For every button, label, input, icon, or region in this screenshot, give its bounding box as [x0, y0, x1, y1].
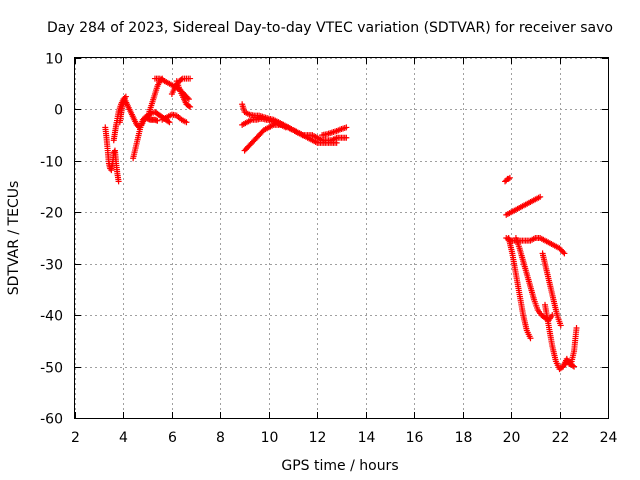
data-point — [183, 119, 190, 126]
series-late-f — [539, 250, 564, 329]
data-point — [537, 193, 544, 200]
x-tick-label: 24 — [600, 430, 618, 446]
y-tick-label: -40 — [40, 309, 63, 325]
plot-frame — [74, 57, 609, 419]
x-tick-label: 6 — [168, 430, 177, 446]
x-tick-label: 16 — [406, 430, 424, 446]
y-tick-label: 0 — [54, 103, 63, 119]
data-point — [165, 118, 172, 125]
data-point — [115, 178, 122, 185]
data-point — [333, 139, 340, 146]
data-point — [185, 103, 192, 109]
y-tick-label: -20 — [40, 206, 63, 222]
series-late-e — [512, 235, 556, 324]
data-point — [154, 117, 161, 124]
data-points — [102, 75, 580, 373]
data-point — [184, 94, 191, 101]
series-early-dip-2 — [108, 147, 122, 185]
axis-ticks — [75, 58, 609, 419]
series-late-a — [502, 174, 513, 185]
series-track-f — [159, 111, 190, 126]
x-tick-label: 20 — [503, 430, 521, 446]
data-point — [166, 119, 173, 126]
data-point — [557, 322, 564, 329]
data-point — [561, 250, 568, 257]
series-mid-d — [275, 119, 350, 144]
y-axis-label: SDTVAR / TECUs — [6, 181, 22, 296]
x-axis-label: GPS time / hours — [281, 458, 398, 474]
data-point — [571, 363, 578, 370]
data-point — [187, 103, 194, 110]
data-point — [527, 335, 534, 342]
y-tick-label: -60 — [40, 412, 63, 428]
x-tick-label: 8 — [216, 430, 225, 446]
x-tick-label: 2 — [71, 430, 80, 446]
series-track-h — [173, 78, 194, 110]
x-tick-label: 10 — [261, 430, 279, 446]
x-tick-label: 4 — [119, 430, 128, 446]
y-tick-label: -10 — [40, 155, 63, 171]
series-late-h — [561, 325, 580, 367]
x-tick-label: 12 — [309, 430, 327, 446]
series-mid-e — [319, 124, 350, 139]
data-point — [343, 124, 350, 131]
y-tick-labels: 10 0 -10 -20 -30 -40 -50 -60 — [40, 52, 63, 428]
series-track-g — [168, 75, 194, 97]
x-tick-label: 14 — [358, 430, 376, 446]
series-late-b — [503, 193, 544, 218]
data-point — [560, 249, 567, 256]
x-tick-label: 18 — [455, 430, 473, 446]
data-point — [567, 359, 574, 366]
chart-title: Day 284 of 2023, Sidereal Day-to-day VTE… — [47, 20, 613, 36]
x-tick-label: 22 — [552, 430, 570, 446]
x-tick-labels: 2 4 6 8 10 12 14 16 18 20 22 24 — [71, 430, 617, 446]
data-point — [343, 134, 350, 141]
y-tick-label: -30 — [40, 258, 63, 274]
y-tick-label: 10 — [45, 52, 63, 68]
data-point — [187, 75, 194, 82]
data-point — [505, 175, 512, 182]
y-tick-label: -50 — [40, 361, 63, 377]
series-late-g — [542, 301, 578, 373]
data-point — [506, 174, 513, 181]
data-point — [178, 76, 185, 83]
data-point — [111, 148, 118, 155]
data-point — [573, 325, 580, 331]
series-late-d — [505, 235, 534, 342]
